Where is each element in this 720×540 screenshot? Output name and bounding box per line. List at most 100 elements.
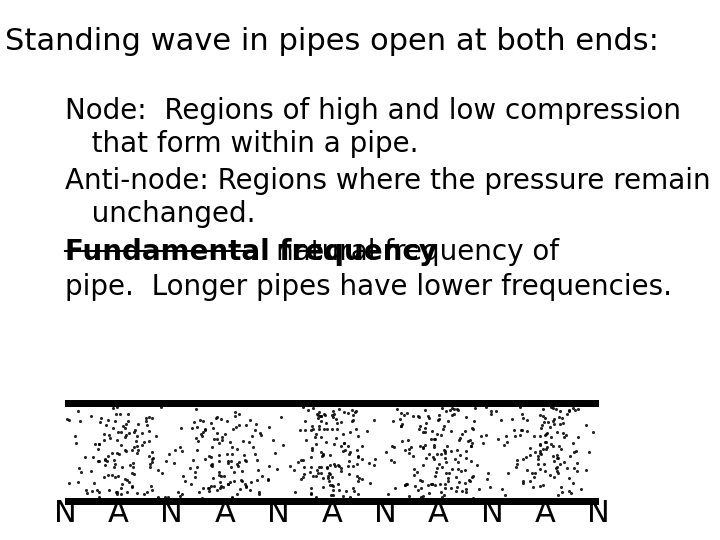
Point bbox=[431, 463, 443, 472]
Point bbox=[418, 428, 429, 437]
Text: unchanged.: unchanged. bbox=[65, 200, 256, 228]
Point bbox=[517, 477, 528, 485]
Point bbox=[199, 425, 211, 434]
Point bbox=[481, 475, 492, 483]
Point bbox=[267, 435, 279, 444]
Point bbox=[446, 447, 457, 455]
Point bbox=[563, 407, 575, 416]
Point bbox=[203, 484, 215, 492]
Point bbox=[423, 450, 435, 458]
Point bbox=[495, 415, 507, 424]
Point bbox=[305, 463, 317, 471]
Point bbox=[534, 432, 545, 441]
Point bbox=[351, 407, 362, 415]
Point bbox=[320, 418, 332, 427]
Point bbox=[356, 442, 368, 450]
Point bbox=[446, 464, 457, 473]
Point bbox=[475, 431, 487, 440]
Point bbox=[534, 465, 546, 474]
Point bbox=[189, 472, 201, 481]
Point bbox=[184, 463, 196, 472]
Point bbox=[144, 460, 156, 468]
Point bbox=[140, 414, 152, 422]
Point bbox=[251, 475, 263, 484]
Point bbox=[289, 466, 300, 475]
Point bbox=[206, 418, 217, 427]
Point bbox=[250, 450, 261, 458]
Point bbox=[318, 483, 329, 491]
Point bbox=[254, 429, 266, 437]
Point bbox=[417, 477, 428, 486]
Point bbox=[570, 447, 582, 456]
Point bbox=[333, 405, 344, 414]
Point bbox=[70, 438, 81, 447]
Point bbox=[402, 435, 413, 444]
Point bbox=[335, 442, 346, 450]
Point bbox=[382, 489, 394, 498]
Point bbox=[315, 411, 326, 420]
Point bbox=[323, 474, 334, 482]
Point bbox=[426, 427, 438, 435]
Point bbox=[518, 414, 529, 422]
Point bbox=[456, 467, 467, 476]
Point bbox=[440, 469, 451, 477]
Point bbox=[306, 422, 318, 431]
Point bbox=[333, 485, 345, 494]
Point bbox=[132, 431, 143, 440]
Point bbox=[76, 468, 87, 476]
Point bbox=[143, 413, 155, 421]
Point bbox=[207, 443, 218, 451]
Point bbox=[231, 460, 243, 468]
Point bbox=[305, 483, 316, 492]
Point bbox=[129, 443, 140, 451]
Point bbox=[300, 416, 311, 425]
Point bbox=[436, 404, 448, 413]
Point bbox=[302, 406, 314, 415]
Point bbox=[410, 482, 421, 490]
Point bbox=[195, 430, 207, 438]
Text: A: A bbox=[428, 499, 449, 528]
Point bbox=[405, 443, 417, 451]
Point bbox=[114, 450, 125, 458]
Point bbox=[221, 450, 233, 458]
Point bbox=[216, 471, 228, 480]
Point bbox=[338, 429, 349, 438]
Point bbox=[315, 462, 326, 471]
Point bbox=[554, 460, 565, 469]
Point bbox=[289, 488, 301, 496]
Point bbox=[548, 420, 559, 428]
Point bbox=[452, 464, 464, 473]
Point bbox=[414, 442, 426, 450]
Point bbox=[552, 454, 563, 463]
Text: Node:  Regions of high and low compression: Node: Regions of high and low compressio… bbox=[65, 97, 681, 125]
Point bbox=[500, 431, 512, 440]
Point bbox=[341, 487, 352, 496]
Point bbox=[521, 427, 533, 436]
Point bbox=[431, 429, 442, 438]
Point bbox=[225, 477, 236, 486]
Point bbox=[213, 470, 225, 479]
Point bbox=[316, 452, 328, 461]
Point bbox=[401, 480, 413, 488]
Point bbox=[512, 460, 523, 468]
Point bbox=[233, 457, 245, 466]
Point bbox=[533, 454, 544, 463]
Point bbox=[388, 442, 400, 451]
Point bbox=[297, 403, 309, 411]
Point bbox=[325, 470, 336, 478]
Point bbox=[564, 406, 575, 415]
Point bbox=[435, 450, 446, 458]
Point bbox=[246, 478, 257, 487]
Point bbox=[419, 423, 431, 432]
Point bbox=[516, 410, 528, 418]
Point bbox=[330, 433, 342, 442]
Point bbox=[107, 403, 119, 412]
Point bbox=[529, 469, 541, 477]
Point bbox=[177, 472, 189, 481]
Point bbox=[444, 469, 455, 478]
Text: N: N bbox=[588, 499, 610, 528]
Point bbox=[347, 415, 359, 424]
Point bbox=[114, 410, 126, 418]
Point bbox=[465, 442, 477, 450]
Point bbox=[187, 455, 199, 464]
